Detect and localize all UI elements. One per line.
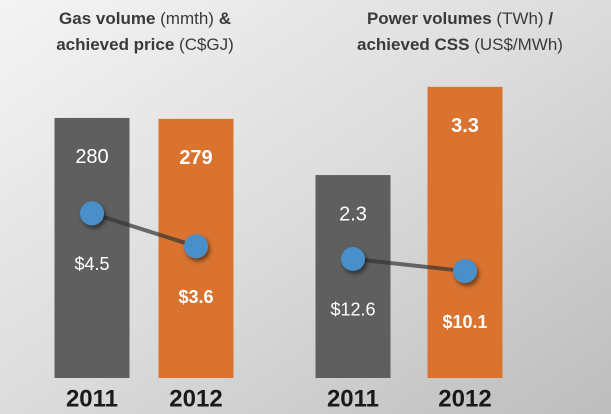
value-label: 2.3 [339, 203, 367, 225]
title-part: (mmth) [155, 9, 218, 28]
value-label: 3.3 [451, 115, 479, 137]
title-part: Gas volume [59, 9, 155, 28]
bar [427, 86, 503, 378]
bar [315, 175, 391, 378]
title-part: achieved CSS [357, 35, 469, 54]
x-tick-label: 2011 [66, 385, 118, 412]
value-label: 280 [75, 146, 108, 168]
chart-title: achieved price (C$GJ) [56, 35, 234, 54]
value-label: $12.6 [330, 300, 375, 320]
value-label: $10.1 [442, 312, 487, 332]
title-part: (TWh) [492, 9, 549, 28]
value-label: $4.5 [74, 254, 109, 274]
chart-title: Power volumes (TWh) / [367, 9, 553, 28]
title-part: / [548, 9, 553, 28]
value-label: 279 [179, 147, 212, 169]
x-tick-label: 2012 [169, 385, 222, 412]
price-dot [184, 234, 208, 259]
bar [54, 117, 130, 378]
price-line [91, 211, 197, 249]
title-part: & [219, 9, 231, 28]
chart-title: Gas volume (mmth) & [59, 9, 231, 28]
title-part: (C$GJ) [174, 35, 234, 54]
title-part: (US$/MWh) [469, 35, 563, 54]
x-tick-label: 2011 [327, 385, 379, 412]
chart-title: achieved CSS (US$/MWh) [357, 35, 563, 54]
price-dot [453, 259, 477, 284]
title-part: achieved price [56, 35, 174, 54]
value-label: $3.6 [178, 287, 213, 307]
title-part: Power volumes [367, 9, 492, 28]
price-dot [80, 201, 104, 226]
price-line [352, 256, 466, 274]
price-dot [341, 246, 365, 271]
x-tick-label: 2012 [438, 385, 491, 412]
